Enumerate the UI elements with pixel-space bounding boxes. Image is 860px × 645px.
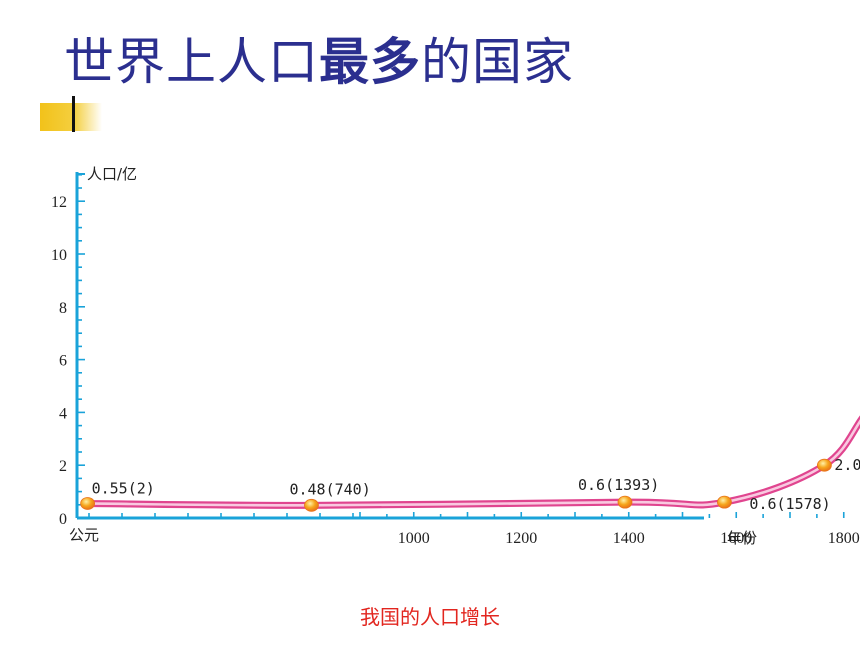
chart-caption: 我国的人口增长 [360, 605, 500, 629]
data-label: 0.55(2) [92, 479, 155, 497]
x-tick-label: 1400 [613, 530, 645, 547]
data-point [717, 495, 732, 509]
x-axis-title: 年份 [727, 529, 757, 547]
data-label: 0.6(1578) [749, 495, 830, 513]
data-markers [80, 458, 832, 512]
y-tick-label: 2 [59, 458, 67, 475]
title-part2: 的国家 [421, 33, 574, 91]
data-point [617, 495, 633, 509]
y-tick-label: 4 [59, 405, 67, 422]
x-tick-label: 1200 [505, 530, 537, 547]
data-label: 2.0(1764) [834, 456, 860, 474]
data-label: 0.6(1393) [578, 476, 659, 494]
accent-bar [40, 103, 102, 131]
y-axis-title: 人口/亿 [87, 165, 137, 183]
title-bold: 最多 [319, 32, 421, 91]
chart-axes: 024681012100012001400160018002000人口/亿年份公… [51, 165, 860, 547]
data-labels: 0.55(2) 0.48(740) 0.6(1393) 0.6(1578) 2.0(17… [92, 456, 860, 513]
curve-inner [86, 419, 860, 507]
data-point [80, 497, 96, 510]
data-point [304, 498, 319, 512]
x-origin-label: 公元 [69, 526, 99, 544]
title-part1: 世界上人口 [64, 33, 319, 91]
x-tick-label: 1600 [720, 530, 752, 547]
y-tick-label: 6 [59, 353, 67, 370]
x-tick-label: 1000 [398, 530, 430, 547]
accent-line [72, 96, 75, 132]
population-curve [84, 415, 860, 509]
data-label: 0.48(740) [289, 480, 370, 498]
x-tick-label: 1800 [828, 530, 860, 547]
population-chart: 024681012100012001400160018002000人口/亿年份公… [51, 165, 860, 547]
y-tick-label: 8 [59, 300, 67, 317]
y-tick-label: 0 [59, 511, 67, 528]
y-tick-label: 10 [51, 247, 67, 264]
data-point [817, 458, 832, 472]
curve-outer [84, 415, 860, 509]
y-tick-label: 12 [51, 194, 67, 211]
slide-title: 世界上人口最多的国家 [64, 22, 574, 94]
